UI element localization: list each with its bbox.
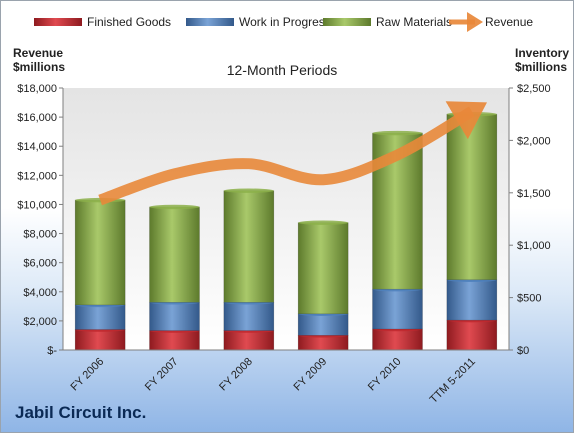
bar-finished-goods bbox=[223, 330, 275, 351]
x-tick-label: FY 2010 bbox=[366, 356, 404, 394]
left-tick-label: $10,000 bbox=[17, 199, 57, 211]
right-tick-label: $2,500 bbox=[517, 83, 551, 95]
x-tick-label: FY 2009 bbox=[292, 356, 330, 394]
legend-swatch-finished-goods bbox=[34, 18, 82, 26]
legend-label-work-in-progress: Work in Progress bbox=[239, 15, 331, 29]
bar-cap-raw-materials bbox=[298, 220, 349, 225]
legend-swatch-raw-materials bbox=[323, 18, 371, 26]
x-tick-label: FY 2006 bbox=[69, 356, 107, 394]
right-tick-label: $2,000 bbox=[517, 135, 551, 147]
bar-work-in-progress bbox=[297, 313, 349, 336]
left-tick-label: $12,000 bbox=[17, 170, 57, 182]
revenue-series bbox=[98, 101, 488, 206]
bar-finished-goods bbox=[372, 328, 423, 351]
bar-work-in-progress bbox=[372, 288, 423, 330]
bar-cap-raw-materials bbox=[149, 204, 200, 210]
right-tick-label: $1,500 bbox=[517, 188, 551, 200]
left-axis: $- $2,000 $4,000 $6,000 $8,000 $10,000 $12,000… bbox=[17, 83, 64, 357]
left-tick-label: $- bbox=[47, 345, 57, 357]
bar-finished-goods bbox=[149, 330, 200, 351]
bar-series bbox=[74, 112, 498, 351]
bar-cap-raw-materials bbox=[372, 130, 423, 136]
right-axis-title-line1: Inventory bbox=[515, 46, 569, 60]
bar-raw-materials bbox=[149, 206, 200, 303]
bar-work-in-progress bbox=[223, 302, 275, 331]
bar-finished-goods bbox=[297, 335, 349, 351]
bar-finished-goods bbox=[446, 319, 498, 351]
chart-subtitle: 12-Month Periods bbox=[227, 62, 338, 78]
bar-raw-materials bbox=[297, 222, 349, 315]
left-tick-label: $6,000 bbox=[23, 258, 57, 270]
left-axis-title-line1: Revenue bbox=[13, 46, 63, 60]
left-axis-title-line2: $millions bbox=[13, 60, 65, 74]
bar-raw-materials bbox=[74, 199, 126, 306]
left-tick-label: $16,000 bbox=[17, 112, 57, 124]
bar-raw-materials bbox=[223, 190, 275, 303]
legend-label-raw-materials: Raw Materials bbox=[376, 15, 452, 29]
bar-cap-raw-materials bbox=[223, 188, 274, 193]
left-tick-label: $2,000 bbox=[23, 316, 57, 328]
revenue-line bbox=[98, 101, 488, 206]
bar-work-in-progress bbox=[74, 304, 126, 330]
x-axis: FY 2006 FY 2007 FY 2008 FY 2009 FY 2010 TTM 5… bbox=[69, 356, 478, 406]
bar-finished-goods bbox=[74, 329, 126, 351]
company-name: Jabil Circuit Inc. bbox=[15, 403, 147, 422]
right-tick-label: $500 bbox=[517, 293, 541, 305]
legend-label-finished-goods: Finished Goods bbox=[87, 15, 171, 29]
legend-swatch-work-in-progress bbox=[186, 18, 234, 26]
right-axis-title-line2: $millions bbox=[515, 60, 567, 74]
x-tick-label: FY 2007 bbox=[143, 356, 181, 394]
left-tick-label: $14,000 bbox=[17, 141, 57, 153]
left-tick-label: $8,000 bbox=[23, 229, 57, 241]
left-tick-label: $4,000 bbox=[23, 287, 57, 299]
chart-legend: Finished Goods Work in Progress Raw Mate… bbox=[34, 12, 533, 32]
bar-work-in-progress bbox=[149, 302, 200, 331]
legend-label-revenue: Revenue bbox=[485, 15, 533, 29]
right-tick-label: $0 bbox=[517, 345, 529, 357]
right-axis: $0 $500 $1,000 $1,500 $2,000 $2,500 bbox=[508, 83, 551, 357]
right-tick-label: $1,000 bbox=[517, 240, 551, 252]
left-tick-label: $18,000 bbox=[17, 83, 57, 95]
x-tick-label: FY 2008 bbox=[217, 356, 255, 394]
x-tick-label: TTM 5-2011 bbox=[428, 356, 478, 406]
bar-work-in-progress bbox=[446, 279, 498, 321]
bar-raw-materials bbox=[446, 113, 498, 281]
